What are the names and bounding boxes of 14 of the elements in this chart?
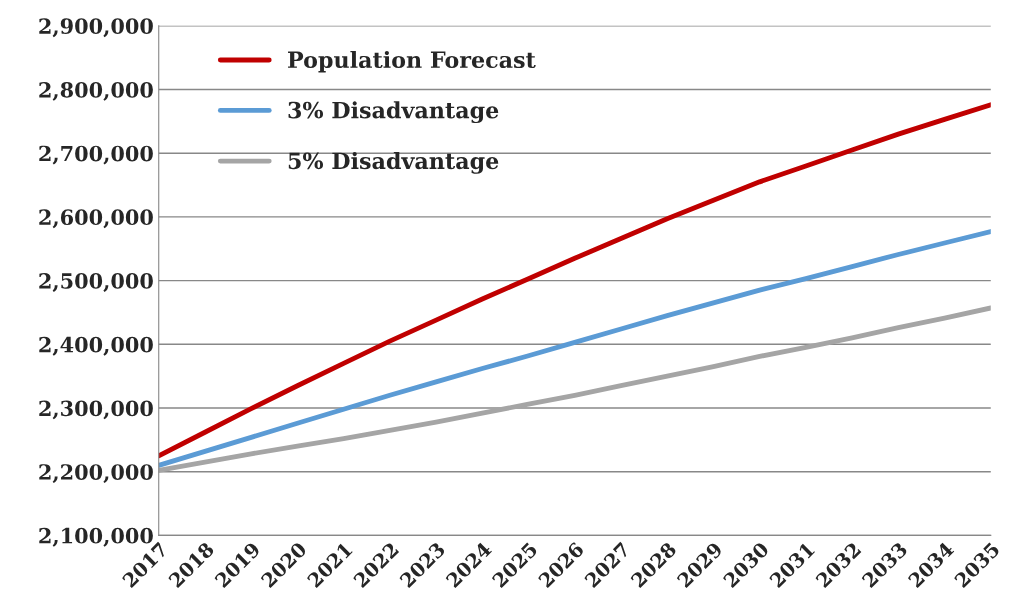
y-tick-label: 2,900,000 bbox=[39, 18, 153, 38]
legend-label: 3% Disadvantage bbox=[288, 101, 499, 124]
y-tick-label: 2,400,000 bbox=[39, 336, 153, 356]
line-series bbox=[158, 305, 991, 473]
line-series bbox=[158, 229, 991, 468]
y-tick-label: 2,800,000 bbox=[39, 81, 153, 101]
y-tick-label: 2,600,000 bbox=[39, 209, 153, 229]
legend-label: 5% Disadvantage bbox=[288, 151, 499, 174]
y-tick-label: 2,200,000 bbox=[39, 464, 153, 484]
legend-label: Population Forecast bbox=[288, 50, 536, 73]
y-tick-label: 2,500,000 bbox=[39, 273, 153, 292]
y-tick-label: 2,700,000 bbox=[39, 145, 153, 165]
line-series bbox=[158, 102, 991, 459]
y-tick-label: 2,300,000 bbox=[39, 400, 153, 420]
